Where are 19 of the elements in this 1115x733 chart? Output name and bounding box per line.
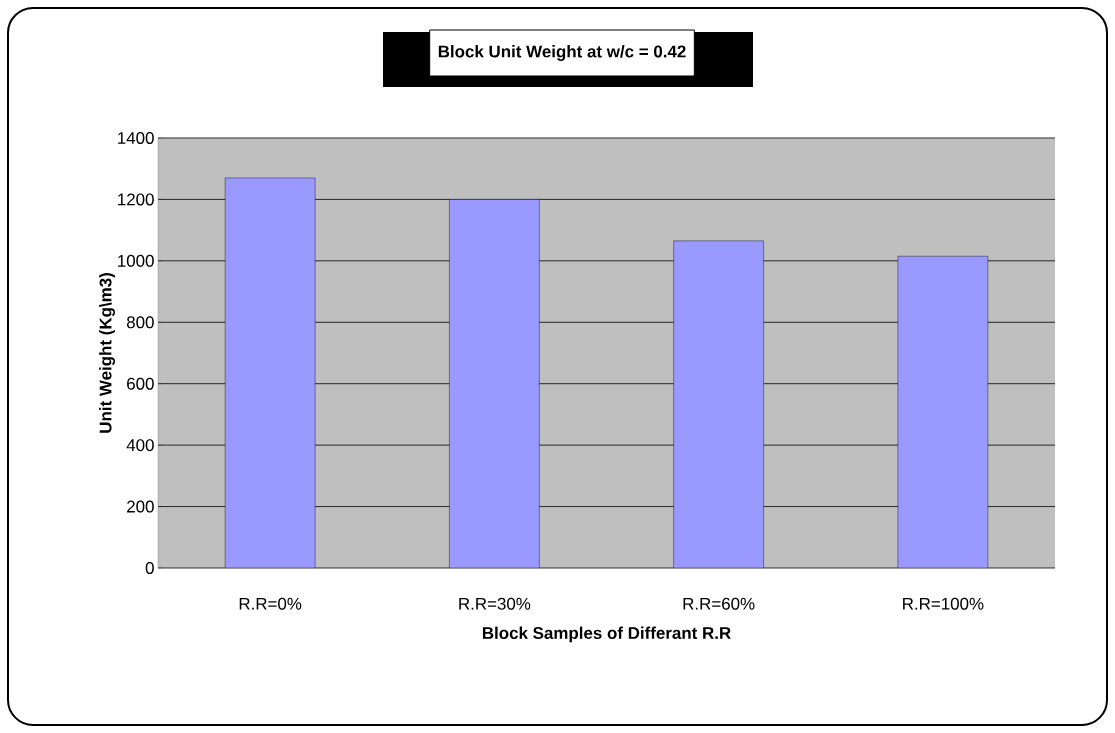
y-tick-label: 600	[127, 377, 154, 390]
x-tick-label: R.R=100%	[903, 597, 984, 610]
x-tick-label: R.R=60%	[683, 597, 755, 610]
x-tick-label: R.R=30%	[459, 597, 531, 610]
bar	[224, 177, 316, 568]
y-axis-title: Unit Weight (Kg\m3)	[99, 273, 115, 433]
bar	[673, 240, 764, 568]
bar	[449, 199, 540, 568]
y-tick-label: 1200	[118, 193, 154, 206]
y-tick-label: 1000	[118, 254, 154, 267]
bar	[897, 256, 989, 568]
y-tick-label: 0	[145, 561, 154, 574]
y-tick-label: 800	[126, 316, 154, 329]
y-tick-label: 200	[127, 500, 154, 513]
y-tick-label: 400	[126, 439, 154, 452]
x-tick-label: R.R=0%	[239, 597, 302, 610]
chart-title: Block Unit Weight at w/c = 0.42	[438, 45, 686, 61]
x-axis-title: Block Samples of Differant R.R	[482, 626, 731, 643]
y-tick-label: 1400	[118, 131, 154, 144]
